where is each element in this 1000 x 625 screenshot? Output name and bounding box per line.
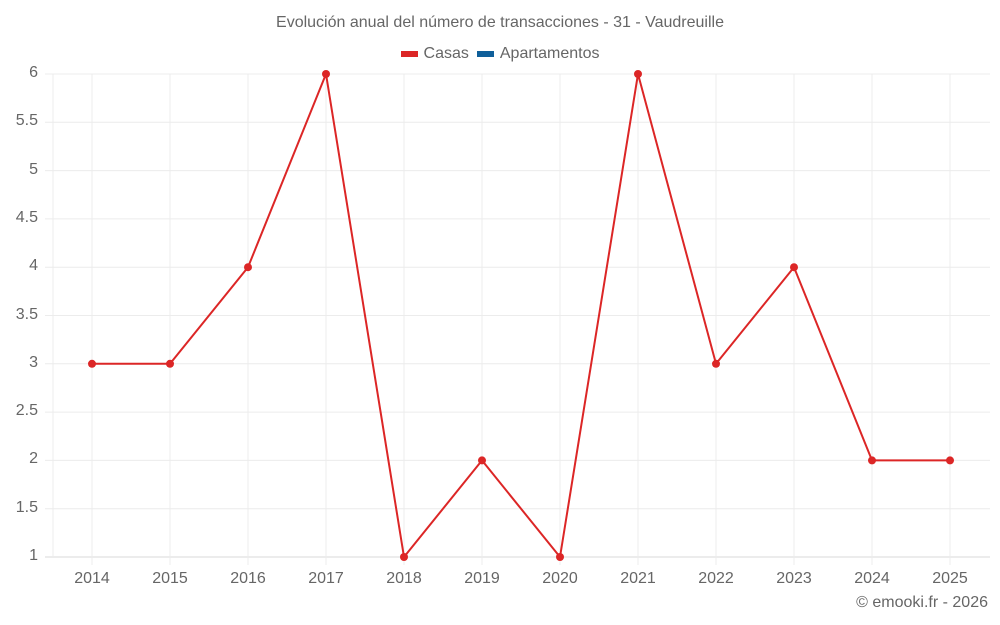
legend: Casas Apartamentos (0, 45, 1000, 63)
x-tick-label: 2015 (152, 570, 188, 587)
gridlines (45, 73, 990, 565)
y-tick-label: 3 (29, 353, 38, 371)
legend-item-casas[interactable]: Casas (400, 45, 469, 63)
y-tick-label: 2.5 (15, 402, 38, 420)
legend-label-apartamentos: Apartamentos (499, 45, 600, 62)
y-tick-label: 5.5 (15, 112, 38, 130)
chart-title: Evolución anual del número de transaccio… (276, 14, 724, 31)
y-tick-label: 5 (29, 160, 38, 178)
credit-text: © emooki.fr - 2026 (856, 594, 988, 611)
y-tick-label: 4 (29, 257, 38, 275)
data-point[interactable] (244, 263, 252, 272)
x-tick-label: 2016 (230, 570, 266, 587)
x-tick-label: 2017 (308, 570, 344, 587)
data-point[interactable] (400, 553, 408, 561)
x-tick-label: 2023 (776, 570, 812, 587)
x-tick-label: 2014 (74, 570, 110, 587)
series-casas (88, 70, 954, 561)
x-tick-label: 2022 (698, 570, 734, 587)
y-tick-label: 2 (29, 450, 38, 468)
data-point[interactable] (88, 359, 96, 368)
legend-item-apartamentos[interactable]: Apartamentos (476, 45, 600, 63)
data-point[interactable] (790, 263, 798, 272)
data-point[interactable] (166, 359, 174, 368)
data-point[interactable] (556, 553, 564, 561)
x-tick-label: 2021 (620, 570, 656, 587)
y-tick-label: 4.5 (15, 208, 38, 226)
x-tick-label: 2024 (854, 570, 890, 587)
y-tick-label: 3.5 (15, 305, 38, 323)
x-tick-label: 2019 (464, 570, 500, 587)
data-point[interactable] (478, 456, 486, 465)
legend-label-casas: Casas (423, 45, 469, 62)
data-point[interactable] (634, 70, 642, 78)
data-point[interactable] (322, 70, 330, 78)
data-point[interactable] (712, 359, 720, 368)
x-tick-label: 2025 (932, 570, 968, 587)
legend-swatch-apartamentos-icon (476, 51, 494, 57)
y-tick-label: 6 (29, 64, 38, 81)
data-point[interactable] (868, 456, 876, 465)
legend-swatch-casas-icon (400, 51, 418, 57)
x-tick-label: 2020 (542, 570, 578, 587)
y-tick-label: 1.5 (15, 498, 38, 516)
y-tick-label: 1 (29, 547, 38, 564)
data-point[interactable] (946, 456, 954, 465)
x-tick-label: 2018 (386, 570, 422, 587)
